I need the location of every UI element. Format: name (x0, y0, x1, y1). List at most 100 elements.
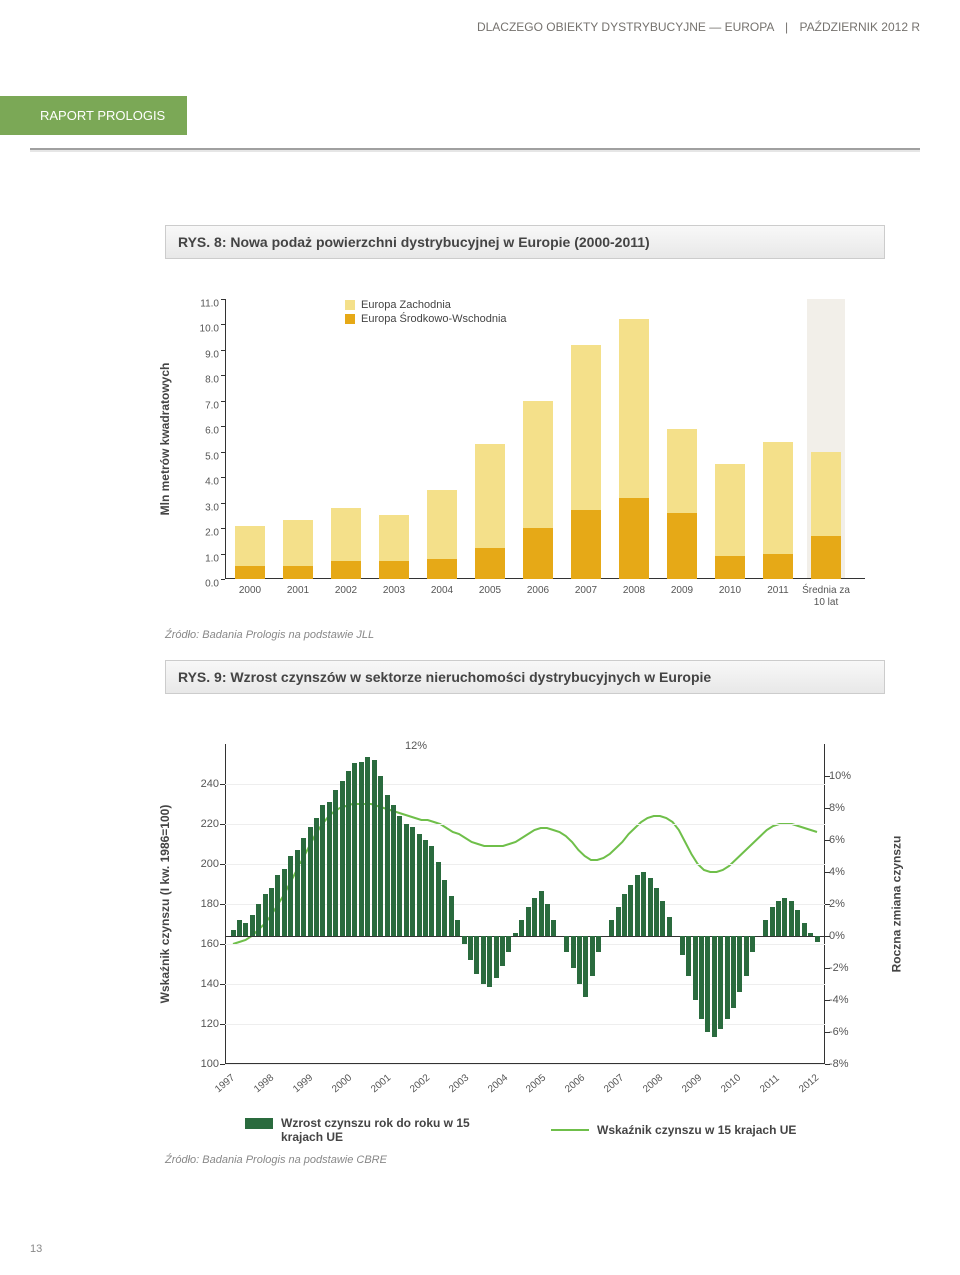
chart-1-bar-west (715, 464, 745, 556)
page-header: DLACZEGO OBIEKTY DYSTRYBUCYJNE — EUROPA … (477, 20, 920, 34)
chart-2-rtick-line (825, 1000, 830, 1001)
chart-2-bar (635, 875, 640, 936)
chart-2-bar (275, 875, 280, 936)
chart-1-bar-west (523, 401, 553, 528)
chart-2-bar (243, 923, 248, 936)
chart-2-bar (481, 936, 486, 984)
chart-2-bar (545, 904, 550, 936)
chart-2-ref-12: 12% (405, 740, 427, 752)
chart-2-bar (660, 901, 665, 936)
chart-1-ytick: 6.0 (189, 426, 219, 437)
chart-1-ytick-line (221, 579, 225, 580)
chart-2-bar (417, 834, 422, 936)
chart-2-gridline (225, 784, 825, 785)
chart-2-bar (256, 904, 261, 936)
chart-1-ytick-line (221, 477, 225, 478)
chart-1-xtick: 2010 (706, 585, 754, 596)
chart-1-y-axis (225, 299, 226, 579)
chart-2-plot: Wskaźnik czynszu (I kw. 1986=100) Roczna… (225, 744, 825, 1064)
chart-2-bar (654, 888, 659, 936)
chart-2-xtick: 2009 (680, 1072, 704, 1095)
chart-2-bar (648, 878, 653, 936)
legend-swatch-west (345, 300, 355, 310)
chart-2-bar (378, 776, 383, 936)
chart-1-ytick: 7.0 (189, 400, 219, 411)
chart-1-bar-cee (379, 561, 409, 579)
chart-2-xtick: 2006 (563, 1072, 587, 1095)
chart-1-xtick: 2007 (562, 585, 610, 596)
chart-2-bar (500, 936, 505, 966)
chart-1-ytick: 4.0 (189, 477, 219, 488)
chart-2-xtick: 1998 (252, 1072, 276, 1095)
chart-2-bar (455, 920, 460, 936)
chart-1-ytick: 9.0 (189, 349, 219, 360)
chart-2-bar (263, 894, 268, 936)
chart-2-bar (744, 936, 749, 976)
chart-2-bar (667, 917, 672, 936)
chart-2-xtick: 2002 (408, 1072, 432, 1095)
chart-1-bar-cee (619, 498, 649, 579)
chart-2-bar (314, 818, 319, 936)
chart-2-bar (359, 762, 364, 936)
chart-2-bar (686, 936, 691, 976)
chart-2-source: Źródło: Badania Prologis na podstawie CB… (165, 1154, 885, 1166)
chart-1-bar-cee (283, 566, 313, 579)
chart-1-bar-cee (667, 513, 697, 579)
chart-2-bar (795, 910, 800, 936)
chart-1-ytick-line (221, 324, 225, 325)
chart-1-bar-cee (427, 559, 457, 579)
legend-swatch-line (551, 1129, 589, 1131)
chart-2-rtick: -6% (829, 1026, 867, 1038)
chart-1-xtick: 2003 (370, 585, 418, 596)
chart-1-bar-west (475, 444, 505, 548)
header-rule (30, 148, 920, 152)
chart-2-ltick: 160 (185, 938, 219, 950)
chart-1-bar-group (331, 508, 361, 579)
chart-2-ltick: 200 (185, 858, 219, 870)
chart-1-bar-group (283, 520, 313, 579)
chart-2-bar (295, 850, 300, 936)
chart-1-bar-west (763, 442, 793, 554)
chart-2-bar (551, 920, 556, 936)
chart-2-bar (462, 936, 467, 944)
chart-2-bar (539, 891, 544, 936)
chart-2-bar (397, 816, 402, 936)
chart-2-bar (583, 936, 588, 997)
legend-label-cee: Europa Środkowo-Wschodnia (361, 313, 507, 325)
chart-1-ytick: 11.0 (189, 299, 219, 310)
chart-2-rtick-line (825, 1064, 830, 1065)
chart-1-xtick: 2011 (754, 585, 802, 596)
chart-1-xtick: Średnia za 10 lat (796, 585, 856, 609)
chart-1-bar-group (763, 442, 793, 579)
chart-2-left-label: Wskaźnik czynszu (I kw. 1986=100) (158, 805, 172, 1004)
chart-1-ytick-line (221, 426, 225, 427)
legend-swatch-cee (345, 314, 355, 324)
chart-2-rtick: -4% (829, 994, 867, 1006)
chart-1-xtick: 2006 (514, 585, 562, 596)
chart-1-bar-group (523, 401, 553, 579)
chart-1-bar-west (427, 490, 457, 559)
chart-2-bar (346, 771, 351, 936)
chart-2-xtick: 2001 (369, 1072, 393, 1095)
chart-1-bar-west (619, 319, 649, 497)
chart-1-xtick: 2000 (226, 585, 274, 596)
chart-1-bar-group (667, 429, 697, 579)
chart-1-bar-cee (331, 561, 361, 579)
chart-2-rtick-line (825, 840, 830, 841)
chart-2-ltick: 100 (185, 1058, 219, 1070)
chart-1-source: Źródło: Badania Prologis na podstawie JL… (165, 629, 885, 641)
chart-2-bar (282, 869, 287, 936)
chart-1-bar-west (379, 515, 409, 561)
chart-1-bar-group (811, 452, 841, 579)
chart-2-bar (782, 898, 787, 936)
chart-1-title: RYS. 8: Nowa podaż powierzchni dystrybuc… (165, 225, 885, 259)
chart-1-bar-west (283, 520, 313, 566)
chart-1-ytick-line (221, 452, 225, 453)
chart-1-bar-cee (475, 548, 505, 579)
chart-2-bar (423, 840, 428, 936)
chart-1-plot: Mln metrów kwadratowych Europa Zachodnia… (225, 299, 865, 579)
chart-1-xtick: 2008 (610, 585, 658, 596)
chart-2-bar (680, 936, 685, 955)
chart-1-bar-group (475, 444, 505, 579)
report-badge-label: RAPORT PROLOGIS (40, 108, 165, 123)
